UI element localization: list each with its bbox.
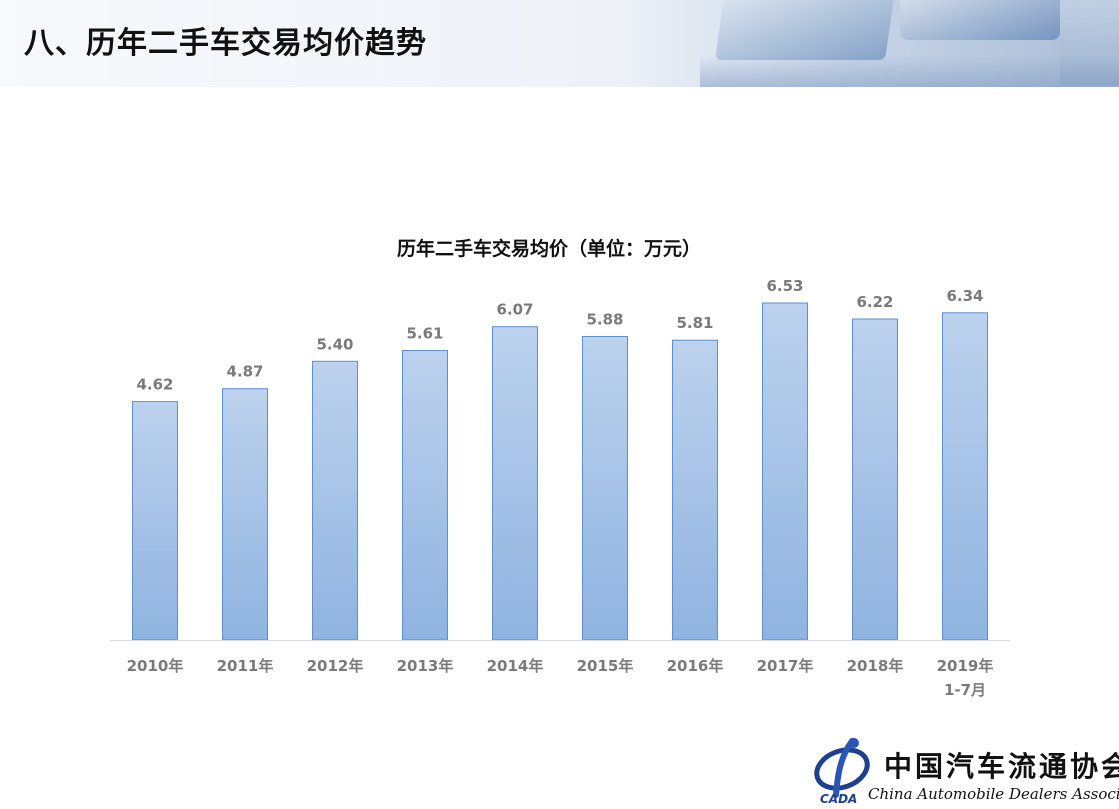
chart-title: 历年二手车交易均价（单位：万元）: [397, 237, 701, 260]
header-decoration: [900, 0, 1060, 40]
header-decoration: [700, 55, 1119, 87]
cada-logo: CADA 中国汽车流通协会 China Automobile Dealers A…: [812, 735, 1119, 805]
bar-5: [582, 336, 628, 641]
bar-3: [402, 350, 448, 641]
x-tick-label-2: 2012年: [307, 657, 364, 675]
data-label-4: 6.07: [496, 301, 533, 319]
data-label-6: 5.81: [676, 314, 713, 332]
bar-6: [672, 339, 718, 641]
data-label-1: 4.87: [226, 363, 263, 381]
data-label-7: 6.53: [766, 277, 803, 295]
bar-7: [762, 302, 808, 641]
x-tick-label-0: 2010年: [127, 657, 184, 675]
x-tick-label-1: 2011年: [217, 657, 274, 675]
x-tick-label-7: 2017年: [757, 657, 814, 675]
bar-9: [942, 312, 988, 641]
x-tick-label-6: 2016年: [667, 657, 724, 675]
bars-layer: [132, 302, 988, 641]
cada-emblem-icon: CADA: [814, 738, 870, 805]
x-tick-label-4: 2014年: [487, 657, 544, 675]
bar-1: [222, 388, 268, 641]
x-tick-label-9: 2019年 1-7月: [937, 657, 994, 699]
logo-chinese-name: 中国汽车流通协会: [884, 750, 1119, 783]
labels-layer: 4.62 4.87 5.40 5.61 6.07 5.88 5.81 6.53 6.22 6.34: [136, 277, 983, 394]
data-label-9: 6.34: [946, 287, 983, 305]
logo-english-name: China Automobile Dealers Association: [868, 785, 1119, 803]
data-label-0: 4.62: [136, 376, 173, 394]
bar-4: [492, 326, 538, 641]
page-title: 八、历年二手车交易均价趋势: [24, 26, 427, 61]
bar-2: [312, 360, 358, 641]
header-banner: 八、历年二手车交易均价趋势: [0, 0, 1119, 87]
x-tick-label-5: 2015年: [577, 657, 634, 675]
data-label-8: 6.22: [856, 293, 893, 311]
logo-abbr: CADA: [820, 792, 857, 805]
ticks-layer: 2010年 2011年 2012年 2013年 2014年 2015年 2016年 2017年…: [127, 657, 994, 699]
x-tick-label-3: 2013年: [397, 657, 454, 675]
x-tick-label-8: 2018年: [847, 657, 904, 675]
data-label-3: 5.61: [406, 325, 443, 343]
data-label-2: 5.40: [316, 335, 353, 353]
data-label-5: 5.88: [586, 311, 623, 329]
bar-8: [852, 318, 898, 641]
bar-0: [132, 401, 178, 641]
